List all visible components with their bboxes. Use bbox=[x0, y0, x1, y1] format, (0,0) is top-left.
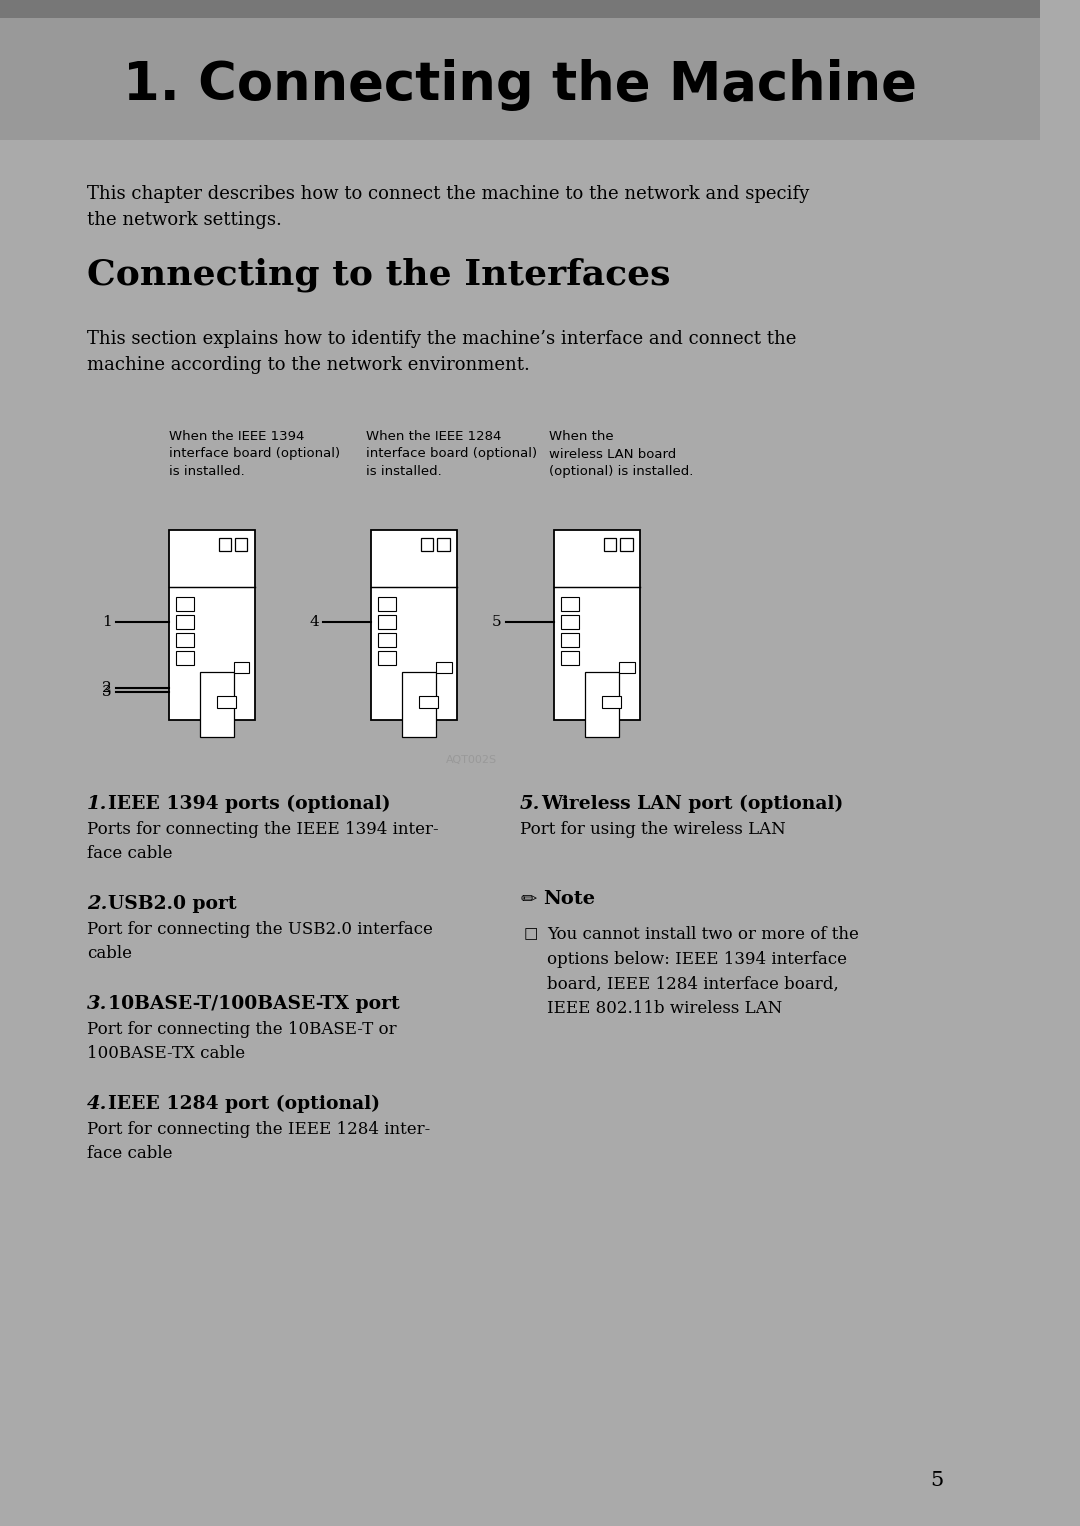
Text: 3: 3 bbox=[103, 685, 111, 699]
Text: When the IEEE 1394
interface board (optional)
is installed.: When the IEEE 1394 interface board (opti… bbox=[168, 430, 339, 478]
Bar bbox=[585, 671, 619, 737]
Text: This chapter describes how to connect the machine to the network and specify
the: This chapter describes how to connect th… bbox=[86, 185, 809, 229]
Bar bbox=[562, 615, 579, 629]
Bar bbox=[604, 539, 617, 551]
Bar bbox=[176, 633, 193, 647]
Text: 1: 1 bbox=[102, 615, 111, 629]
Text: This section explains how to identify the machine’s interface and connect the
ma: This section explains how to identify th… bbox=[86, 330, 796, 374]
Bar bbox=[176, 652, 193, 665]
Bar bbox=[200, 671, 233, 737]
Text: 5: 5 bbox=[931, 1471, 944, 1489]
Text: Port for connecting the IEEE 1284 inter-
face cable: Port for connecting the IEEE 1284 inter-… bbox=[86, 1122, 430, 1161]
Bar bbox=[402, 671, 435, 737]
Text: Connecting to the Interfaces: Connecting to the Interfaces bbox=[86, 256, 671, 291]
Bar bbox=[168, 530, 255, 720]
Bar bbox=[620, 539, 633, 551]
Text: USB2.0 port: USB2.0 port bbox=[108, 896, 237, 913]
Bar bbox=[436, 662, 451, 673]
Bar bbox=[378, 597, 395, 610]
Bar bbox=[176, 615, 193, 629]
Bar bbox=[234, 662, 249, 673]
Text: 5.: 5. bbox=[521, 795, 540, 813]
Text: 1. Connecting the Machine: 1. Connecting the Machine bbox=[123, 60, 917, 111]
Text: Port for using the wireless LAN: Port for using the wireless LAN bbox=[521, 821, 786, 838]
Text: Wireless LAN port (optional): Wireless LAN port (optional) bbox=[541, 795, 843, 813]
Bar bbox=[176, 597, 193, 610]
Text: You cannot install two or more of the
options below: IEEE 1394 interface
board, : You cannot install two or more of the op… bbox=[546, 926, 859, 1018]
Text: 4.: 4. bbox=[86, 1096, 107, 1112]
Text: When the
wireless LAN board
(optional) is installed.: When the wireless LAN board (optional) i… bbox=[549, 430, 693, 478]
Text: Ports for connecting the IEEE 1394 inter-
face cable: Ports for connecting the IEEE 1394 inter… bbox=[86, 821, 438, 862]
Bar bbox=[562, 652, 579, 665]
Bar bbox=[419, 696, 438, 708]
Bar bbox=[554, 530, 640, 720]
Text: IEEE 1394 ports (optional): IEEE 1394 ports (optional) bbox=[108, 795, 390, 813]
Text: 10BASE-T/100BASE-TX port: 10BASE-T/100BASE-TX port bbox=[108, 995, 400, 1013]
Text: 1.: 1. bbox=[86, 795, 107, 813]
Text: 4: 4 bbox=[309, 615, 319, 629]
Text: AQT002S: AQT002S bbox=[446, 755, 498, 765]
Bar bbox=[437, 539, 449, 551]
Text: IEEE 1284 port (optional): IEEE 1284 port (optional) bbox=[108, 1096, 380, 1114]
Text: 2.: 2. bbox=[86, 896, 107, 913]
Bar bbox=[235, 539, 247, 551]
Bar bbox=[378, 615, 395, 629]
Bar bbox=[619, 662, 635, 673]
Bar bbox=[218, 539, 231, 551]
Bar bbox=[378, 652, 395, 665]
Bar bbox=[378, 633, 395, 647]
Bar bbox=[217, 696, 235, 708]
Text: Port for connecting the 10BASE-T or
100BASE-TX cable: Port for connecting the 10BASE-T or 100B… bbox=[86, 1021, 396, 1062]
Bar bbox=[562, 597, 579, 610]
Text: Note: Note bbox=[543, 890, 595, 908]
Text: 3.: 3. bbox=[86, 995, 107, 1013]
Text: When the IEEE 1284
interface board (optional)
is installed.: When the IEEE 1284 interface board (opti… bbox=[366, 430, 537, 478]
Bar bbox=[562, 633, 579, 647]
Bar bbox=[0, 0, 1040, 18]
Text: ✏: ✏ bbox=[521, 890, 537, 909]
Text: 5: 5 bbox=[492, 615, 502, 629]
Bar bbox=[421, 539, 433, 551]
Text: Port for connecting the USB2.0 interface
cable: Port for connecting the USB2.0 interface… bbox=[86, 922, 433, 961]
Bar bbox=[0, 0, 1040, 140]
Bar bbox=[370, 530, 458, 720]
Text: 2: 2 bbox=[102, 681, 111, 694]
Text: □: □ bbox=[524, 926, 538, 942]
Bar bbox=[602, 696, 621, 708]
